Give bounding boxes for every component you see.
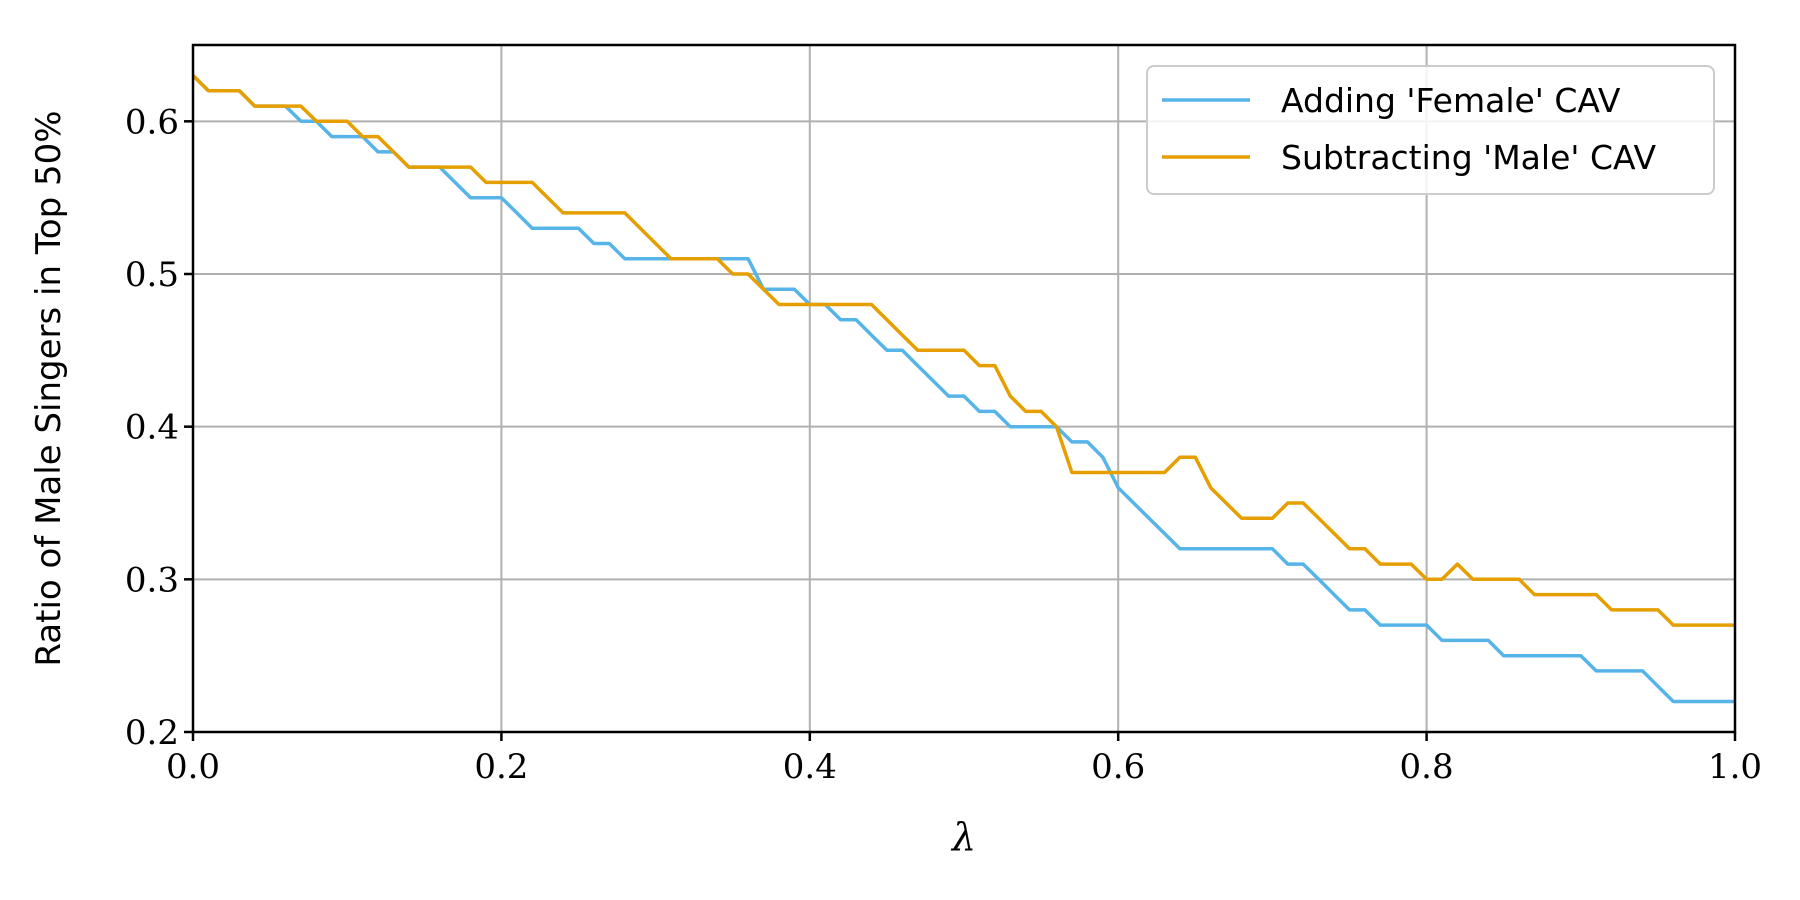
x-tick-label: 1.0 xyxy=(1708,747,1762,787)
y-tick-label: 0.4 xyxy=(125,408,179,448)
series-lines xyxy=(191,74,1735,704)
x-axis-label: λ xyxy=(950,815,976,859)
plot-frame xyxy=(191,43,1737,734)
y-tick-label: 0.6 xyxy=(125,102,179,142)
series-line-0 xyxy=(191,74,1735,704)
legend-label-1: Subtracting 'Male' CAV xyxy=(1281,138,1656,177)
legend-box xyxy=(1146,65,1715,195)
x-axis-ticks: 0.0 0.2 0.4 0.6 0.8 1.0 xyxy=(166,732,1762,787)
legend: Adding 'Female' CAV Subtracting 'Male' CA… xyxy=(1146,65,1715,195)
x-tick-label: 0.2 xyxy=(474,747,528,787)
y-axis-label: Ratio of Male Singers in Top 50% xyxy=(29,110,69,666)
legend-label-0: Adding 'Female' CAV xyxy=(1281,81,1621,120)
series-line-1 xyxy=(191,74,1735,627)
x-tick-label: 0.8 xyxy=(1400,747,1454,787)
x-tick-label: 0.6 xyxy=(1091,747,1145,787)
y-tick-label: 0.3 xyxy=(125,560,179,600)
y-tick-label: 0.5 xyxy=(125,255,179,295)
y-tick-label: 0.2 xyxy=(125,713,179,753)
y-axis-ticks: 0.2 0.3 0.4 0.5 0.6 xyxy=(125,102,193,753)
x-tick-label: 0.0 xyxy=(166,747,220,787)
x-tick-label: 0.4 xyxy=(783,747,837,787)
